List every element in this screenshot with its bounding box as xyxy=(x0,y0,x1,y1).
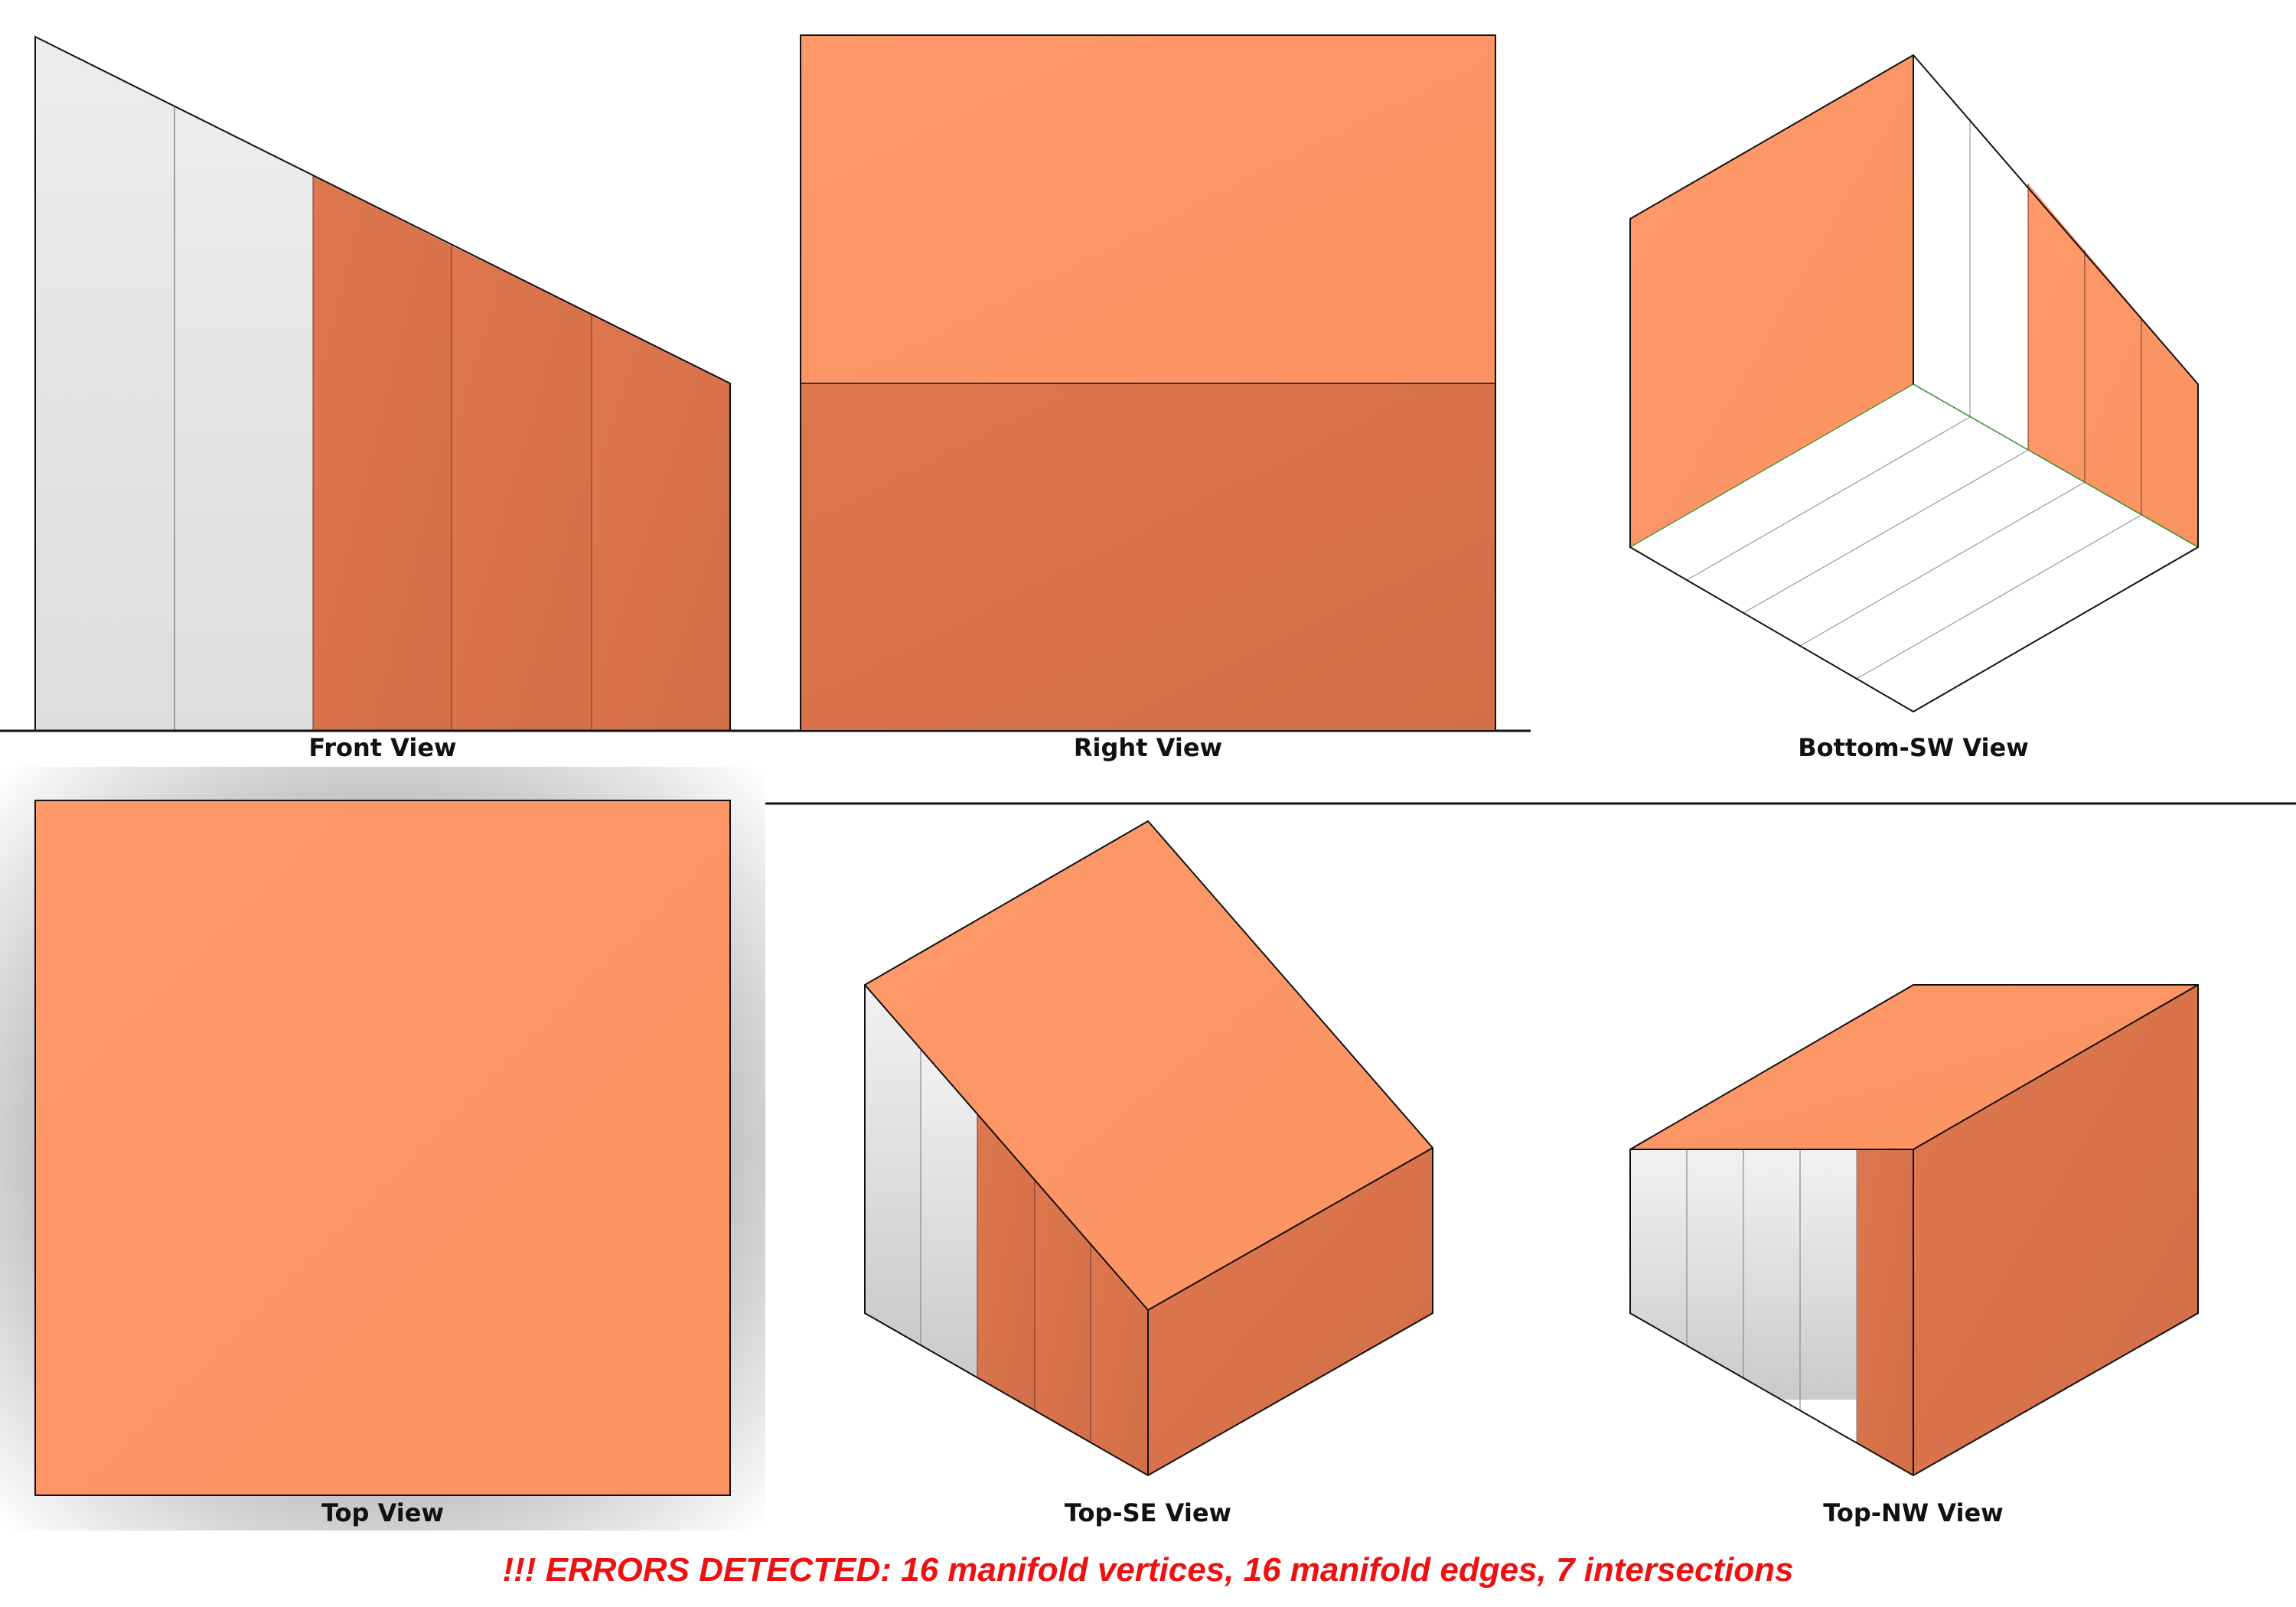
right-top-face xyxy=(801,35,1495,383)
top-nw-front-orange-face xyxy=(1857,1149,1913,1475)
right-bottom-face xyxy=(801,383,1495,731)
top-se-edge xyxy=(1147,1147,1433,1311)
top-se-outline xyxy=(864,820,1433,1477)
front-orange-face-3 xyxy=(592,315,730,731)
top-nw-edge xyxy=(1913,984,2199,1150)
bottom-sw-back-white-face xyxy=(1913,55,2028,450)
top-nw-front-base-mask xyxy=(1630,1313,1857,1477)
bottom-sw-floor-seam xyxy=(1856,514,2142,680)
front-orange-face-2 xyxy=(452,246,592,731)
bottom-sw-view-label: Bottom-SW View xyxy=(1798,733,2029,762)
front-grey-face-1 xyxy=(35,37,174,731)
top-se-orange-face-1 xyxy=(977,1114,1035,1410)
error-message: !!! ERRORS DETECTED: 16 manifold vertice… xyxy=(502,1551,1793,1589)
top-nw-view: Top-NW View xyxy=(1629,984,2199,1527)
top-nw-roof-face xyxy=(1630,985,2198,1149)
top-se-view-label: Top-SE View xyxy=(1065,1498,1231,1527)
top-se-roof-face xyxy=(865,821,1433,1310)
top-se-grey-face-1 xyxy=(865,985,921,1345)
top-face xyxy=(35,800,730,1495)
top-se-orange-face-3 xyxy=(1091,1245,1148,1475)
front-view: Front View xyxy=(34,35,731,762)
bottom-sw-back-orange-face xyxy=(2028,184,2198,547)
bottom-sw-floor-seam xyxy=(1799,481,2086,647)
top-se-view: Top-SE View xyxy=(864,820,1433,1527)
top-se-edge xyxy=(864,984,1149,1311)
bottom-sw-inner-edge xyxy=(1913,383,2199,548)
top-view-label: Top View xyxy=(321,1498,444,1527)
top-se-grey-face-2 xyxy=(921,1050,977,1377)
top-nw-grey-face-3 xyxy=(1743,1149,1800,1400)
bottom-sw-floor-seam xyxy=(1686,416,1971,581)
bottom-sw-inner-edge xyxy=(1629,383,1914,548)
top-nw-outline xyxy=(1629,984,2199,1477)
top-outline xyxy=(34,800,731,1496)
front-grey-face-2 xyxy=(174,107,313,731)
right-view: Right View xyxy=(800,34,1496,762)
top-nw-view-label: Top-NW View xyxy=(1823,1498,2003,1527)
bottom-sw-view: Bottom-SW View xyxy=(1629,54,2199,762)
front-view-label: Front View xyxy=(308,733,456,762)
top-nw-grey-face-4 xyxy=(1800,1149,1857,1400)
top-se-orange-face-2 xyxy=(1035,1180,1091,1443)
front-orange-face-1 xyxy=(313,176,452,731)
right-view-label: Right View xyxy=(1074,733,1222,762)
right-outline xyxy=(800,34,1496,732)
top-view: Top View xyxy=(0,767,765,1530)
bottom-sw-floor-seam xyxy=(1743,449,2029,614)
top-se-right-face xyxy=(1148,1148,1433,1475)
top-nw-right-face xyxy=(1913,985,2198,1475)
